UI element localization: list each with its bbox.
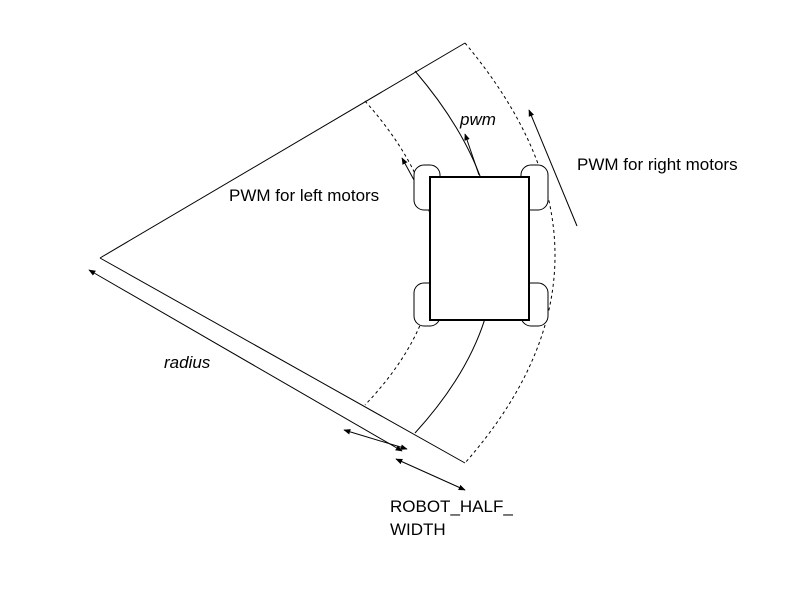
pwm-right-label: PWM for right motors — [577, 155, 738, 174]
pwm-arrow — [464, 133, 480, 176]
left-motor-arrow — [401, 157, 415, 181]
inner-path-arc — [364, 100, 436, 406]
half-width-label-line1: ROBOT_HALF_ — [390, 497, 513, 516]
radius-arrow — [88, 269, 403, 452]
lower-radial-line — [99, 257, 466, 464]
outer-path-arc — [464, 42, 556, 464]
half-width-arrow-inner — [343, 429, 408, 450]
right-motor-arrow — [528, 109, 578, 227]
half-width-arrow-outer — [395, 458, 466, 491]
pwm-left-label: PWM for left motors — [229, 186, 379, 205]
half-width-label-line2: WIDTH — [390, 520, 446, 539]
pwm-label: pwm — [459, 110, 496, 129]
upper-radial-line — [99, 42, 466, 259]
robot-body — [429, 176, 530, 321]
radius-label: radius — [164, 353, 211, 372]
